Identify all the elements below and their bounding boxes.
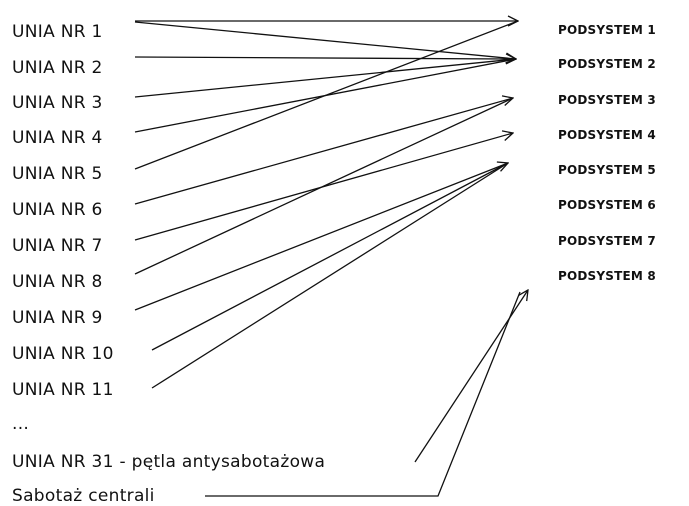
line-label-5: UNIA NR 5	[12, 164, 103, 184]
arrow-line10-to-sub5	[151, 162, 509, 351]
panel-tamper-label: Sabotaż centrali	[12, 486, 155, 506]
line-label-6: UNIA NR 6	[12, 200, 103, 220]
subsystem-label-6: PODSYSTEM 6	[558, 198, 656, 212]
line-label-7: UNIA NR 7	[12, 236, 103, 256]
line-label-3: UNIA NR 3	[12, 93, 103, 113]
line-label-10: UNIA NR 10	[12, 344, 114, 364]
arrow-line5-to-sub1	[134, 20, 519, 170]
line-label-31-tamper-loop: UNIA NR 31 - pętla antysabotażowa	[12, 452, 326, 472]
subsystem-label-8: PODSYSTEM 8	[558, 269, 656, 283]
subsystem-label-5: PODSYSTEM 5	[558, 163, 656, 177]
arrow-line3-to-sub2	[134, 58, 517, 98]
line-ellipsis: ...	[12, 414, 30, 434]
line-label-4: UNIA NR 4	[12, 128, 103, 148]
arrow-line6-to-sub3	[134, 98, 513, 205]
line-label-8: UNIA NR 8	[12, 272, 103, 292]
arrow-line2-to-sub2	[134, 57, 516, 59]
arrow-line11-to-sub5	[151, 162, 509, 389]
line-label-1: UNIA NR 1	[12, 22, 103, 42]
subsystem-label-4: PODSYSTEM 4	[558, 128, 656, 142]
line-label-2: UNIA NR 2	[12, 58, 103, 78]
subsystem-label-3: PODSYSTEM 3	[558, 93, 656, 107]
arrow-line8-to-sub3	[134, 97, 514, 275]
subsystem-label-2: PODSYSTEM 2	[558, 57, 656, 71]
arrow-line1-to-sub2	[134, 21, 516, 59]
arrow-line9-to-sub5	[134, 163, 508, 311]
line-label-9: UNIA NR 9	[12, 308, 103, 328]
subsystem-label-7: PODSYSTEM 7	[558, 234, 656, 248]
arrow-panel-tamper-to-sub8	[205, 291, 521, 497]
line-label-11: UNIA NR 11	[12, 380, 114, 400]
subsystem-label-1: PODSYSTEM 1	[558, 23, 656, 37]
